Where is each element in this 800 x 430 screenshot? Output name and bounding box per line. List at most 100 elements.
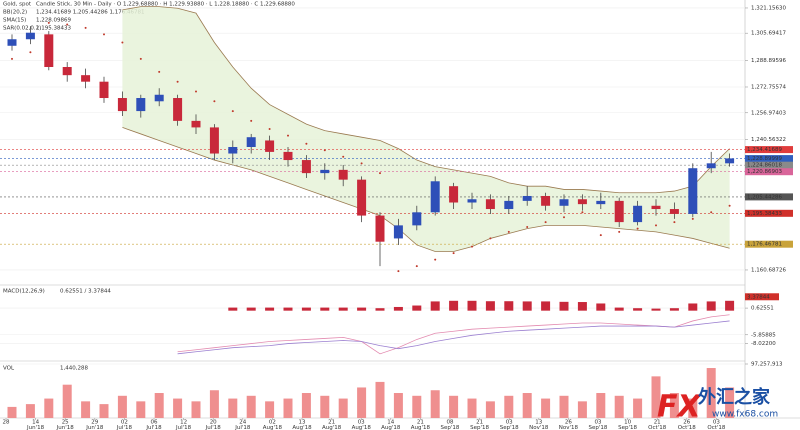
sar-dot [250,119,253,122]
candle-body [541,195,551,206]
x-tick-day: 24 [239,420,246,426]
candle-body [338,169,348,180]
x-tick-day: 13 [299,420,306,426]
macd-bar [633,308,643,311]
volume-bar [577,401,587,418]
sar-dot [452,252,455,255]
candle-body [467,199,477,203]
candle-body [7,39,17,46]
legend-name: SMA(15) [3,18,26,24]
chart-subtitle: Candle Stick, 30 Min - Daily · O 1,229.6… [36,2,295,8]
candle-body [246,137,256,147]
candle-body [265,140,275,152]
y-tick-label: -5.85885 [751,332,776,338]
volume-bar [99,404,109,418]
volume-bar [725,387,735,418]
candle-body [136,98,146,112]
candle-body [62,67,72,76]
volume-bar [614,395,624,418]
legend-value: 0.62551 / 3.37844 [60,289,111,295]
watermark-logo: FX [657,390,702,425]
volume-bar [7,406,17,418]
sar-dot [323,149,326,152]
price-flag [745,161,793,169]
x-tick-day: 03 [713,420,720,426]
volume-bar [246,395,256,418]
price-flag-label: 1,228.89999 [747,156,782,162]
sar-dot [360,162,363,165]
x-tick-month: Sep'18 [470,425,489,430]
band-fill [122,6,730,252]
macd-bar [430,301,440,311]
volume-bar [633,398,643,418]
macd-bar [228,307,238,311]
y-tick-label: -8.02200 [751,341,776,347]
macd-flag-label: 3.37844 [747,294,770,300]
x-tick-day: 03 [506,420,513,426]
sar-dot [581,211,584,214]
x-tick-day: 03 [358,420,365,426]
volume-bar [375,381,385,418]
candle-body [430,181,440,213]
x-tick-day: 28 [3,420,10,426]
x-tick-day: 12 [180,420,187,426]
macd-bar [467,300,477,311]
macd-bar [725,300,735,311]
sar-dot [29,51,32,54]
volume-bar [393,393,403,418]
volume-bar [136,401,146,418]
candle-body [559,199,569,206]
macd-flag [745,293,779,301]
candle-body [81,75,91,82]
macd-bar [265,307,275,311]
x-tick-day: 10 [624,420,631,426]
candle-body [633,205,643,223]
sar-dot [489,237,492,240]
candle-body [228,147,238,154]
legend-title: MACD(12,26,9) [3,289,45,295]
sar-dot [47,21,50,24]
volume-bar [265,401,275,418]
candle-body [357,179,367,216]
macd-bar [504,301,514,311]
price-flag [745,209,793,217]
x-tick-day: 20 [210,420,217,426]
sar-dot [305,142,308,145]
macd-bar [338,307,348,311]
sar-dot [544,221,547,224]
macd-bar [375,308,385,311]
y-tick-label: 1,272.75574 [751,84,786,90]
volume-bar [44,398,54,418]
macd-bar [669,308,679,311]
y-tick-label: 1,305.69417 [751,31,786,37]
volume-bar [117,395,127,418]
candle-body [44,34,54,67]
candle-body [706,163,716,169]
x-tick-day: 29 [91,420,98,426]
candle-body [209,127,219,154]
volume-bar [228,398,238,418]
x-tick-month: Sep'18 [441,425,460,430]
macd-bar [393,306,403,311]
candle-body [522,195,532,201]
sar-dot [231,110,234,113]
macd-bar [651,308,661,311]
volume-bar [25,404,35,418]
price-flag [745,155,793,163]
x-tick-month: Oct'18 [707,425,726,430]
price-flag-label: 1,195.38433 [747,211,782,217]
sar-dot [287,134,289,137]
sar-dot [673,221,676,224]
price-flag [745,146,793,154]
candle-body [485,199,495,210]
macd-bar [246,307,256,311]
candle-body [393,225,403,239]
x-tick-day: 26 [683,420,690,426]
sar-dot [691,217,694,220]
signal-line [177,320,730,355]
candle-body [596,200,606,205]
candle-body [191,120,201,128]
sar-dot [342,155,345,158]
sar-dot [195,90,197,93]
sar-dot [176,80,179,83]
